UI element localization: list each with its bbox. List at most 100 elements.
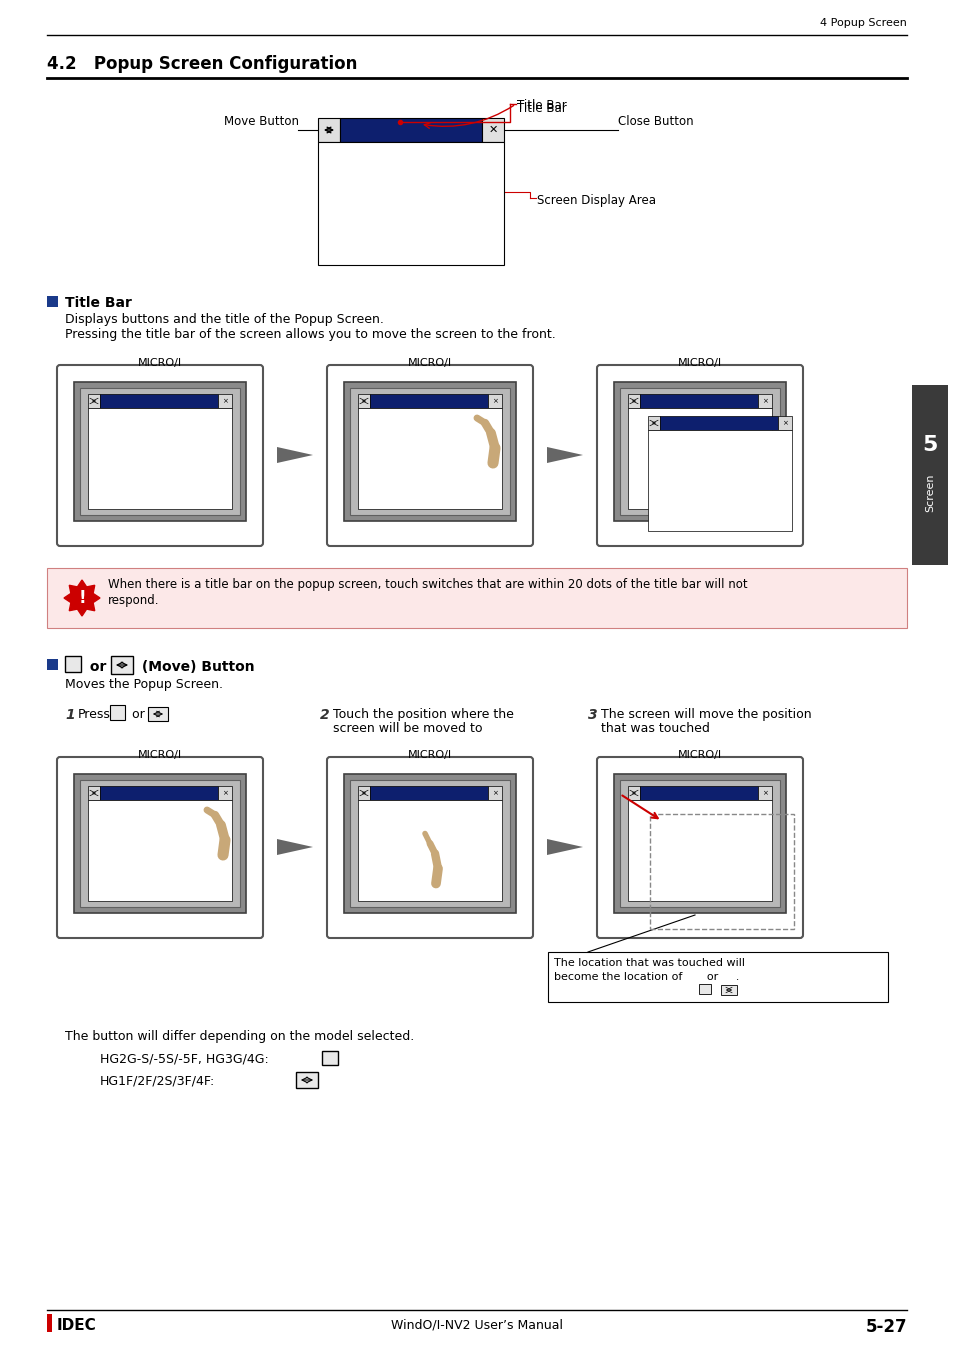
Bar <box>778 416 791 431</box>
Text: Close Button: Close Button <box>618 115 693 128</box>
Text: 2: 2 <box>319 707 330 722</box>
Bar <box>317 117 339 142</box>
Text: Displays buttons and the title of the Popup Screen.: Displays buttons and the title of the Po… <box>65 313 383 325</box>
Bar <box>614 774 785 913</box>
Text: MICRO/I: MICRO/I <box>138 358 182 369</box>
Polygon shape <box>64 580 100 616</box>
Bar <box>547 952 887 1002</box>
Text: MICRO/I: MICRO/I <box>408 751 452 760</box>
Text: screen will be moved to: screen will be moved to <box>333 722 482 734</box>
FancyBboxPatch shape <box>327 757 533 938</box>
Bar <box>639 394 758 408</box>
Text: ×: × <box>492 398 497 404</box>
Text: HG2G-S/-5S/-5F, HG3G/4G:: HG2G-S/-5S/-5F, HG3G/4G: <box>100 1052 269 1065</box>
FancyBboxPatch shape <box>57 364 263 545</box>
FancyBboxPatch shape <box>597 757 802 938</box>
Text: 3: 3 <box>587 707 597 722</box>
FancyBboxPatch shape <box>327 364 533 545</box>
Bar <box>639 786 758 801</box>
Bar <box>80 780 240 907</box>
Bar <box>647 416 659 431</box>
Bar <box>758 786 771 801</box>
Text: Title Bar: Title Bar <box>517 103 566 115</box>
Text: ×: × <box>781 420 787 427</box>
Text: 4 Popup Screen: 4 Popup Screen <box>820 18 906 28</box>
Polygon shape <box>546 447 582 463</box>
Bar <box>619 387 780 514</box>
Bar <box>344 774 516 913</box>
Bar <box>758 394 771 408</box>
Bar <box>339 117 481 142</box>
Text: ×: × <box>761 398 767 404</box>
Bar <box>344 382 516 521</box>
Bar <box>370 394 488 408</box>
Text: MICRO/I: MICRO/I <box>138 751 182 760</box>
Text: ✕: ✕ <box>488 126 497 135</box>
Bar <box>110 705 125 720</box>
Bar <box>481 117 503 142</box>
Text: ×: × <box>761 790 767 796</box>
Bar <box>322 1052 337 1065</box>
Text: 1: 1 <box>65 707 74 722</box>
Bar <box>649 814 793 929</box>
Text: MICRO/I: MICRO/I <box>678 358 721 369</box>
Text: Touch the position where the: Touch the position where the <box>333 707 514 721</box>
Bar <box>627 786 639 801</box>
Bar <box>88 408 232 509</box>
Text: (Move) Button: (Move) Button <box>137 660 254 674</box>
Text: MICRO/I: MICRO/I <box>678 751 721 760</box>
Bar <box>295 1072 317 1088</box>
Polygon shape <box>546 838 582 855</box>
Bar <box>357 801 501 900</box>
Text: The location that was touched will: The location that was touched will <box>554 958 744 968</box>
Bar <box>627 394 639 408</box>
Bar <box>47 1314 52 1332</box>
Text: Press: Press <box>78 707 111 721</box>
Bar <box>614 382 785 521</box>
Bar <box>357 408 501 509</box>
Bar <box>720 986 737 995</box>
Text: that was touched: that was touched <box>600 722 709 734</box>
Text: Screen: Screen <box>924 474 934 512</box>
Bar <box>47 659 58 670</box>
Polygon shape <box>276 838 313 855</box>
Polygon shape <box>276 447 313 463</box>
Text: HG1F/2F/2S/3F/4F:: HG1F/2F/2S/3F/4F: <box>100 1075 215 1087</box>
Bar <box>148 707 168 721</box>
Bar <box>357 394 370 408</box>
Text: or: or <box>85 660 112 674</box>
Bar <box>65 656 81 672</box>
Text: ×: × <box>222 790 228 796</box>
Text: 5: 5 <box>922 435 937 455</box>
Bar <box>488 394 501 408</box>
Bar <box>80 387 240 514</box>
Text: Screen Display Area: Screen Display Area <box>537 194 656 207</box>
Bar <box>699 984 710 994</box>
Bar <box>350 780 510 907</box>
Bar <box>627 408 771 509</box>
Text: Moves the Popup Screen.: Moves the Popup Screen. <box>65 678 223 691</box>
Bar <box>88 394 100 408</box>
Text: ×: × <box>222 398 228 404</box>
Text: or: or <box>128 707 145 721</box>
Text: IDEC: IDEC <box>57 1318 96 1332</box>
Bar <box>88 786 100 801</box>
Text: MICRO/I: MICRO/I <box>408 358 452 369</box>
Text: Title Bar: Title Bar <box>517 99 566 112</box>
FancyBboxPatch shape <box>597 364 802 545</box>
Bar <box>100 786 218 801</box>
Text: WindO/I-NV2 User’s Manual: WindO/I-NV2 User’s Manual <box>391 1318 562 1331</box>
Text: ×: × <box>492 790 497 796</box>
Text: Title Bar: Title Bar <box>65 296 132 310</box>
Bar <box>370 786 488 801</box>
Text: Pressing the title bar of the screen allows you to move the screen to the front.: Pressing the title bar of the screen all… <box>65 328 556 342</box>
Text: Move Button: Move Button <box>224 115 298 128</box>
Text: 5-27: 5-27 <box>864 1318 906 1336</box>
Bar <box>74 382 246 521</box>
Bar <box>357 786 370 801</box>
Bar <box>88 801 232 900</box>
Bar <box>47 296 58 306</box>
Bar <box>627 801 771 900</box>
Bar <box>111 656 132 674</box>
Text: When there is a title bar on the popup screen, touch switches that are within 20: When there is a title bar on the popup s… <box>108 578 747 591</box>
